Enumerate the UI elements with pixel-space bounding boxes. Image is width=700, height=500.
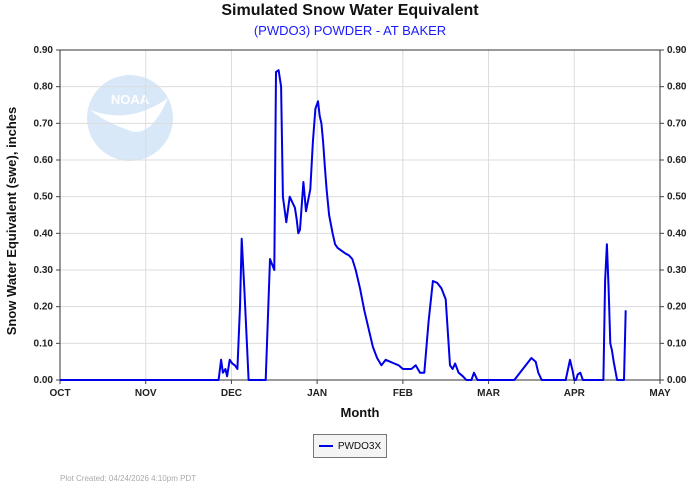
x-axis-label: Month bbox=[341, 405, 380, 420]
chart-title: Simulated Snow Water Equivalent bbox=[221, 2, 479, 19]
plot-created-footer: Plot Created: 04/24/2026 4:10pm PDT bbox=[60, 474, 197, 483]
y-tick-label: 0.60 bbox=[34, 155, 54, 166]
y-tick-label: 0.10 bbox=[34, 338, 54, 349]
y-tick-label-right: 0.70 bbox=[667, 118, 687, 129]
legend: PWDO3X bbox=[313, 434, 387, 458]
y-tick-label: 0.30 bbox=[34, 265, 54, 276]
x-tick-label: DEC bbox=[221, 388, 242, 399]
series-line-pwdo3x bbox=[60, 69, 627, 381]
y-tick-label-right: 0.50 bbox=[667, 192, 687, 203]
svg-text:NOAA: NOAA bbox=[111, 92, 150, 107]
y-tick-label: 0.70 bbox=[34, 118, 54, 129]
y-tick-label: 0.40 bbox=[34, 228, 54, 239]
y-axis-label: Snow Water Equivalent (swe), inches bbox=[4, 107, 19, 336]
legend-swatch bbox=[318, 445, 333, 447]
y-tick-label: 0.00 bbox=[34, 375, 54, 386]
y-tick-label-right: 0.90 bbox=[667, 45, 687, 56]
y-tick-label: 0.50 bbox=[34, 192, 54, 203]
x-tick-label: JAN bbox=[307, 388, 327, 399]
x-tick-label: FEB bbox=[393, 388, 413, 399]
y-tick-label: 0.80 bbox=[34, 82, 54, 93]
x-tick-label: MAR bbox=[477, 388, 501, 399]
x-tick-label: NOV bbox=[135, 388, 157, 399]
y-tick-label-right: 0.60 bbox=[667, 155, 687, 166]
x-tick-label: OCT bbox=[49, 388, 70, 399]
noaa-logo: NOAA bbox=[87, 75, 173, 161]
legend-label: PWDO3X bbox=[337, 440, 382, 452]
x-tick-label: APR bbox=[564, 388, 586, 399]
y-tick-label-right: 0.20 bbox=[667, 302, 687, 313]
y-tick-label-right: 0.80 bbox=[667, 82, 687, 93]
y-tick-label-right: 0.40 bbox=[667, 228, 687, 239]
chart-subtitle: (PWDO3) POWDER - AT BAKER bbox=[253, 23, 447, 38]
x-tick-label: MAY bbox=[649, 388, 671, 399]
y-tick-label-right: 0.30 bbox=[667, 265, 687, 276]
y-tick-label: 0.90 bbox=[34, 45, 54, 56]
y-tick-label-right: 0.10 bbox=[667, 338, 687, 349]
y-tick-label-right: 0.00 bbox=[667, 375, 687, 386]
y-tick-label: 0.20 bbox=[34, 302, 54, 313]
plot-frame bbox=[59, 49, 661, 381]
